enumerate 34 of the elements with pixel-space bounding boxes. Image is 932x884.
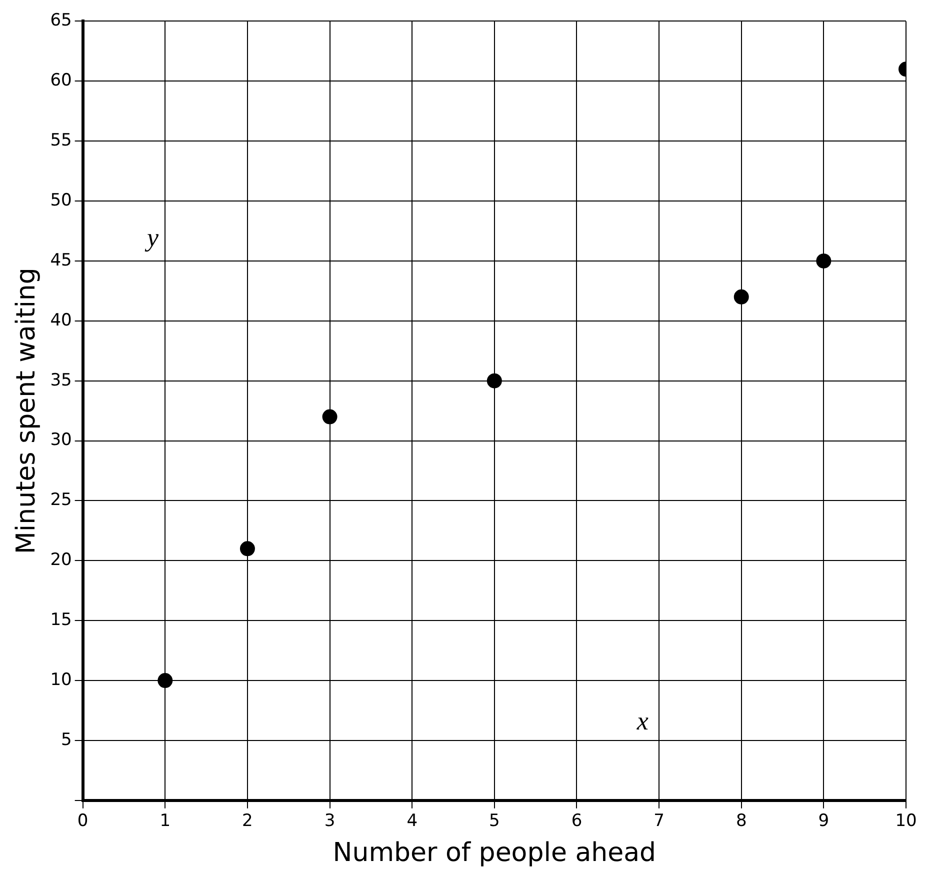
y-tick-label: 25 [50, 490, 72, 510]
x-tick-label: 5 [489, 811, 500, 832]
x-tick-label: 9 [818, 811, 830, 832]
annotation: y [144, 223, 160, 252]
annotation: x [636, 706, 649, 736]
y-tick-label: 55 [50, 130, 72, 150]
point [158, 673, 173, 688]
y-tick-label: 10 [50, 670, 72, 690]
point [734, 289, 749, 304]
x-tick-label: 0 [77, 811, 88, 832]
y-tick-label: 5 [61, 730, 72, 750]
y-tick-label: 15 [50, 610, 72, 630]
y-tick-label: 35 [50, 370, 72, 390]
x-tick-label: 10 [895, 811, 917, 832]
point [816, 253, 832, 268]
point [240, 541, 255, 556]
x-tick-label: 8 [736, 811, 747, 832]
y-tick-label: 65 [50, 10, 72, 31]
x-tick-label: 6 [571, 811, 582, 832]
x-tick-label: 1 [160, 811, 171, 832]
x-tick-label: 7 [654, 811, 664, 832]
x-tick-label: 3 [324, 811, 336, 832]
y-tick-label: 30 [50, 430, 72, 450]
y-tick-label: 50 [50, 190, 72, 210]
y-tick-label: 60 [50, 70, 72, 91]
point [486, 373, 502, 388]
point [322, 409, 338, 424]
y-axis-title: Minutes spent waiting [11, 268, 42, 554]
y-tick-label: 45 [50, 250, 72, 270]
x-axis-title: Number of people ahead [332, 838, 656, 868]
x-tick-label: 4 [406, 811, 418, 832]
x-tick-label: 2 [242, 811, 253, 832]
y-tick-label: 40 [50, 310, 72, 330]
y-tick-label: 20 [50, 550, 72, 570]
